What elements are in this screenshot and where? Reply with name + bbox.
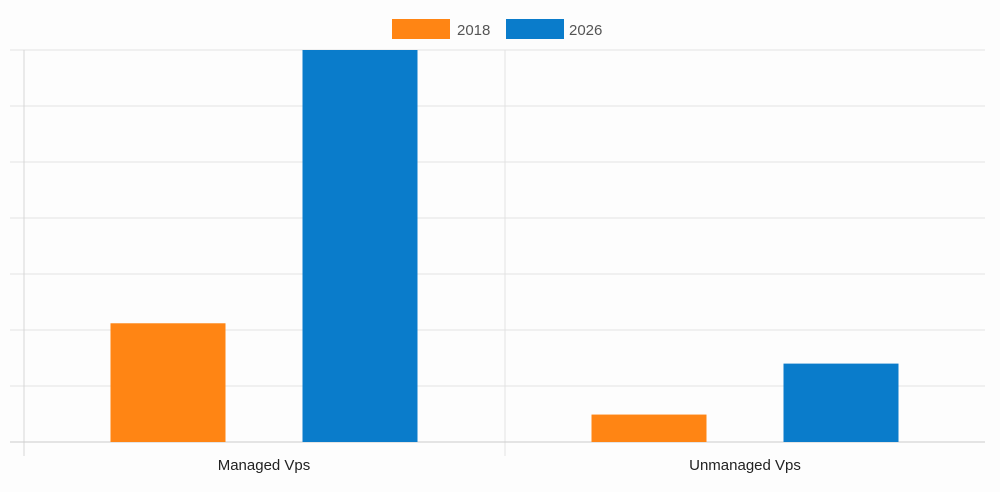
legend-label: 2026 bbox=[569, 22, 602, 39]
category-labels: Managed Vps Unmanaged Vps bbox=[218, 457, 801, 474]
bars bbox=[110, 50, 899, 442]
bar-2026-unmanaged-vps[interactable] bbox=[783, 363, 899, 442]
legend-label: 2018 bbox=[457, 22, 490, 39]
x-tick-label: Unmanaged Vps bbox=[689, 457, 801, 474]
legend-swatch bbox=[392, 19, 450, 39]
bar-2018-managed-vps[interactable] bbox=[110, 323, 226, 442]
x-tick-label: Managed Vps bbox=[218, 457, 311, 474]
bar-2026-managed-vps[interactable] bbox=[302, 50, 418, 442]
legend-swatch bbox=[506, 19, 564, 39]
legend[interactable]: 2018 2026 bbox=[392, 19, 602, 39]
bar-2018-unmanaged-vps[interactable] bbox=[591, 414, 707, 442]
legend-item-2018[interactable]: 2018 bbox=[392, 19, 490, 39]
legend-item-2026[interactable]: 2026 bbox=[506, 19, 602, 39]
